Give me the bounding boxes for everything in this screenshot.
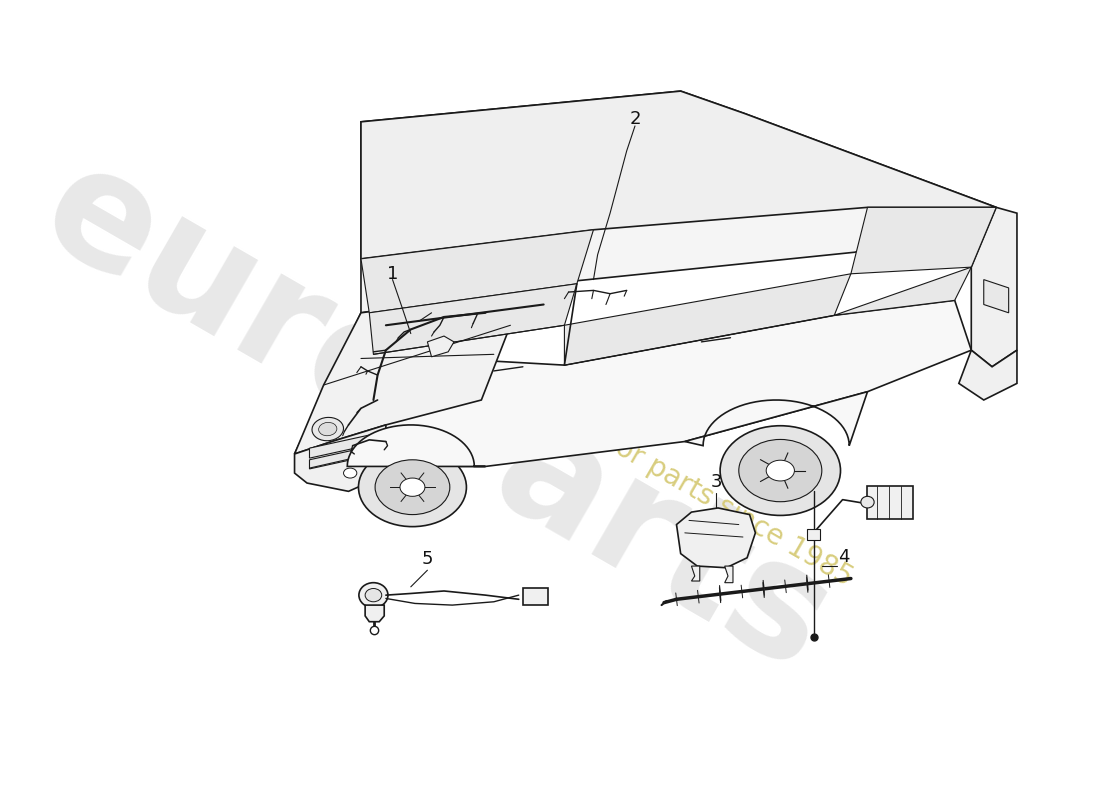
Polygon shape xyxy=(868,486,913,518)
Polygon shape xyxy=(959,350,1018,400)
Ellipse shape xyxy=(365,589,382,602)
Polygon shape xyxy=(719,585,720,603)
Polygon shape xyxy=(428,336,454,357)
Text: euroParts: euroParts xyxy=(15,129,856,704)
Polygon shape xyxy=(983,279,1009,313)
Text: 3: 3 xyxy=(711,473,722,491)
Polygon shape xyxy=(564,274,851,365)
Text: 4: 4 xyxy=(838,548,850,566)
Ellipse shape xyxy=(375,460,450,514)
Polygon shape xyxy=(851,207,997,274)
Ellipse shape xyxy=(400,478,425,496)
Polygon shape xyxy=(834,267,971,315)
Text: a passion for parts since 1985: a passion for parts since 1985 xyxy=(480,358,857,592)
Polygon shape xyxy=(807,529,821,539)
Ellipse shape xyxy=(319,422,337,436)
Polygon shape xyxy=(361,230,594,313)
Ellipse shape xyxy=(861,496,875,508)
Ellipse shape xyxy=(720,426,840,515)
Polygon shape xyxy=(370,284,576,354)
Text: 5: 5 xyxy=(421,550,433,567)
Ellipse shape xyxy=(359,448,466,526)
Ellipse shape xyxy=(767,460,794,481)
Polygon shape xyxy=(676,508,756,568)
Polygon shape xyxy=(971,207,1018,366)
Polygon shape xyxy=(295,284,576,454)
Text: 2: 2 xyxy=(629,110,640,128)
Polygon shape xyxy=(309,445,377,469)
Polygon shape xyxy=(763,580,764,598)
Polygon shape xyxy=(685,392,868,446)
Polygon shape xyxy=(309,434,377,458)
Polygon shape xyxy=(725,566,733,582)
Polygon shape xyxy=(806,575,807,593)
Text: 1: 1 xyxy=(387,265,398,282)
Polygon shape xyxy=(295,425,386,491)
Polygon shape xyxy=(522,589,548,605)
Polygon shape xyxy=(295,300,971,466)
Polygon shape xyxy=(365,605,384,622)
Ellipse shape xyxy=(343,468,356,478)
Polygon shape xyxy=(348,425,485,466)
Ellipse shape xyxy=(312,418,343,441)
Ellipse shape xyxy=(359,582,388,607)
Ellipse shape xyxy=(739,439,822,502)
Polygon shape xyxy=(361,91,997,313)
Polygon shape xyxy=(692,566,700,581)
Polygon shape xyxy=(361,91,997,259)
